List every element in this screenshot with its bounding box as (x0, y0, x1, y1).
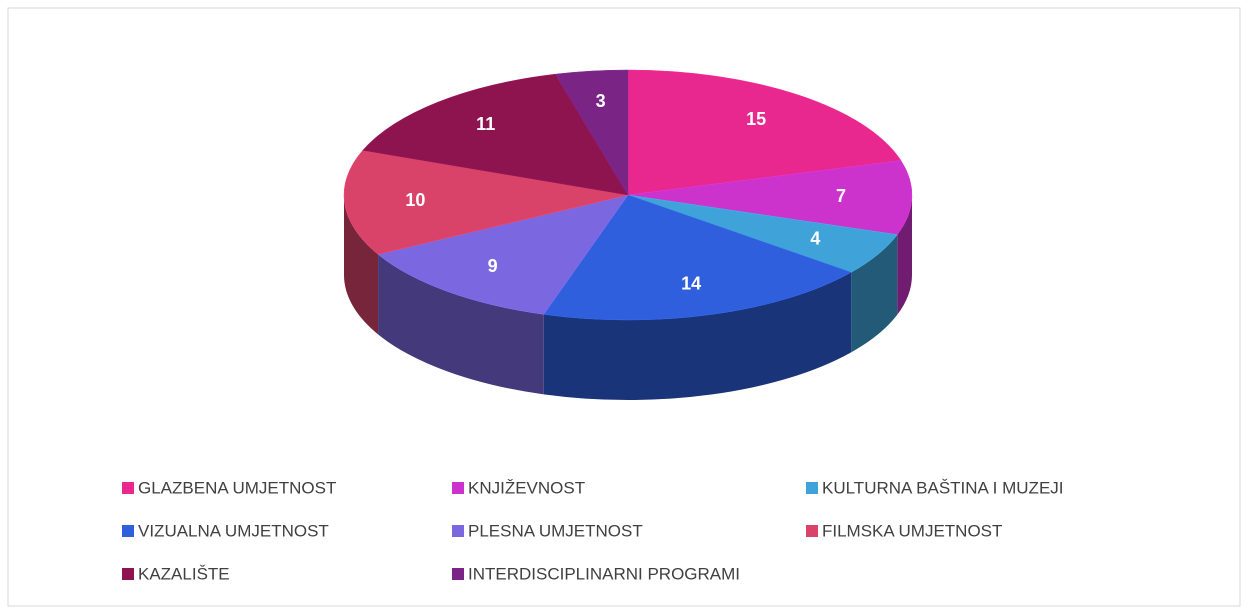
legend-swatch (806, 482, 818, 494)
legend-label: KAZALIŠTE (138, 564, 230, 583)
pie-side (344, 195, 379, 335)
pie-slice (343, 150, 629, 255)
pie-side (543, 272, 852, 401)
pie-slice (377, 194, 629, 315)
pie-side (897, 195, 912, 315)
data-label: 4 (810, 228, 820, 248)
data-label: 3 (596, 91, 606, 111)
legend-label: PLESNA UMJETNOST (468, 521, 643, 540)
legend-swatch (452, 482, 464, 494)
data-labels: 15 7 4 14 9 10 11 3 (405, 91, 846, 293)
data-label: 15 (746, 109, 766, 129)
data-label: 10 (405, 190, 425, 210)
pie-slice (627, 69, 902, 196)
pie-sides (344, 195, 912, 401)
legend-swatch (122, 525, 134, 537)
legend-label: KNJIŽEVNOST (468, 478, 585, 497)
legend-label: INTERDISCIPLINARNI PROGRAMI (468, 564, 740, 583)
legend-swatch (452, 525, 464, 537)
legend-label: VIZUALNA UMJETNOST (138, 521, 329, 540)
legend-label: FILMSKA UMJETNOST (822, 521, 1002, 540)
pie-slice (555, 69, 629, 196)
pie-slice (543, 194, 852, 321)
legend-label: KULTURNA BAŠTINA I MUZEJI (822, 478, 1064, 497)
legend-label: GLAZBENA UMJETNOST (138, 478, 336, 497)
pie-slice (362, 73, 629, 196)
pie-side (378, 254, 544, 395)
data-label: 11 (476, 114, 495, 134)
data-label: 7 (836, 186, 846, 206)
legend-swatch (452, 568, 464, 580)
data-label: 14 (681, 273, 701, 293)
legend-swatch (806, 525, 818, 537)
legend: GLAZBENA UMJETNOST KNJIŽEVNOST KULTURNA BA… (122, 478, 1064, 583)
pie-tops (343, 69, 913, 321)
pie-side (851, 234, 898, 353)
legend-swatch (122, 482, 134, 494)
data-label: 9 (488, 256, 498, 276)
legend-swatch (122, 568, 134, 580)
pie-slice (627, 160, 913, 235)
